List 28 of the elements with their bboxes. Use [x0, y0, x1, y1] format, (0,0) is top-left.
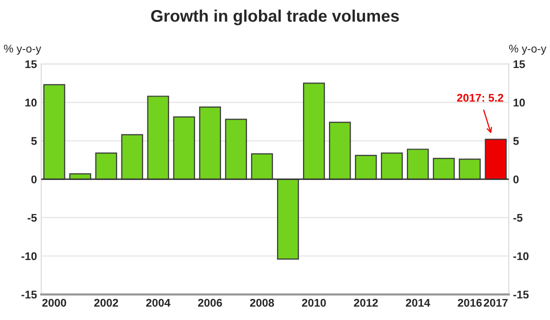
y2-tick-label: 0 [513, 175, 519, 184]
x-tick-label: 2004 [146, 298, 170, 307]
y-tick-label: 10 [25, 98, 37, 107]
y2-tick-label: -10 [513, 252, 529, 260]
y2-tick-label: 5 [513, 137, 519, 145]
y2-tick-label: 15 [514, 60, 525, 68]
x-tick-label: 2008 [250, 298, 274, 307]
y-tick-label: 5 [31, 137, 37, 145]
y2-axis-title: % y-o-y [509, 44, 546, 55]
y2-tick-label: -15 [513, 290, 529, 299]
y-tick-label: -15 [21, 290, 37, 299]
y-axis-title: % y-o-y [4, 44, 42, 55]
y2-tick-label: 10 [514, 98, 525, 107]
x-tick-label: 2012 [354, 298, 378, 307]
y-tick-label: 15 [25, 60, 37, 68]
y-tick-label: 0 [31, 175, 37, 184]
x-tick-label: 2010 [302, 298, 326, 307]
annotation: 2017: 5.2 [457, 94, 504, 102]
y2-tick-label: -5 [513, 214, 522, 222]
x-tick-label: 2002 [94, 298, 118, 307]
x-tick-label: 2000 [42, 298, 66, 307]
x-tick-label: 2006 [198, 298, 222, 307]
x-tick-label: 2014 [406, 298, 430, 307]
y-tick-label: -10 [21, 252, 37, 260]
chart-title: Growth in global trade volumes [151, 10, 399, 26]
x-tick-label: 2016 [458, 298, 482, 307]
x-tick-label: 2017 [484, 298, 508, 307]
y-tick-label: -5 [28, 214, 37, 222]
